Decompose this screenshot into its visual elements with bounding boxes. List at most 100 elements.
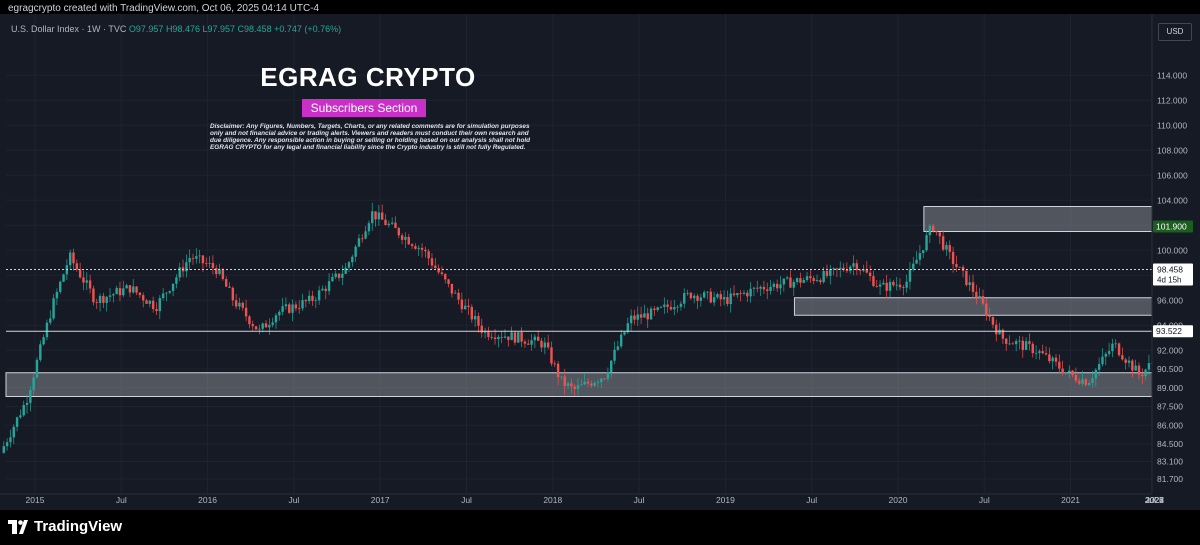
candle-body bbox=[809, 276, 812, 279]
candle-body bbox=[805, 276, 809, 280]
candle-body bbox=[165, 292, 168, 294]
candle-body bbox=[852, 263, 855, 267]
candle-body bbox=[135, 286, 138, 293]
candle-body bbox=[414, 246, 417, 249]
candle-body bbox=[799, 278, 802, 283]
price-tag-last: 98.458 bbox=[1157, 265, 1183, 275]
candle-body bbox=[1005, 338, 1008, 344]
candle-body bbox=[613, 349, 616, 361]
candle-body bbox=[756, 287, 759, 289]
candle-body bbox=[961, 266, 965, 271]
symbol-info[interactable]: U.S. Dollar Index · 1W · TVC O97.957 H98… bbox=[11, 24, 341, 34]
candle-body bbox=[15, 417, 19, 427]
candle-body bbox=[251, 324, 254, 327]
candle-body bbox=[656, 307, 659, 311]
candle-body bbox=[563, 376, 566, 386]
candle-body bbox=[155, 308, 158, 312]
candle-body bbox=[1124, 359, 1127, 363]
candle-body bbox=[736, 293, 739, 296]
candle-body bbox=[958, 266, 961, 268]
candle-body bbox=[444, 274, 447, 280]
candle-body bbox=[224, 279, 228, 287]
candle-body bbox=[142, 295, 145, 301]
x-tick-label: 2019 bbox=[716, 495, 735, 505]
tradingview-logo-text: TradingView bbox=[34, 518, 123, 535]
candle-body bbox=[463, 305, 467, 310]
candle-body bbox=[825, 271, 829, 276]
candle-body bbox=[955, 264, 958, 267]
candle-body bbox=[576, 385, 580, 389]
candle-body bbox=[218, 269, 221, 275]
candle-body bbox=[420, 247, 424, 250]
candle-body bbox=[550, 347, 553, 364]
candle-body bbox=[208, 262, 211, 264]
candle-body bbox=[151, 300, 155, 309]
candle-body bbox=[1087, 383, 1091, 386]
y-tick-label: 86.000 bbox=[1157, 420, 1183, 430]
candle-body bbox=[546, 342, 550, 348]
candle-body bbox=[337, 273, 341, 278]
candle-body bbox=[898, 284, 902, 288]
price-axis[interactable]: 81.700 83.100 84.500 86.000 87.500 89.000 90.5… bbox=[1151, 14, 1200, 510]
candle-body bbox=[845, 269, 849, 272]
candle-body bbox=[795, 278, 799, 282]
candle-body bbox=[185, 262, 188, 272]
candle-body bbox=[692, 295, 696, 299]
candle-body bbox=[759, 286, 762, 289]
candle-body bbox=[1024, 341, 1028, 350]
candle-body bbox=[849, 266, 852, 272]
time-axis[interactable]: 2015 Jul 2016 Jul 2017 Jul 2018 Jul 2019 Jul 2020 J… bbox=[0, 493, 1200, 510]
candle-body bbox=[629, 315, 633, 324]
candle-body bbox=[998, 329, 1001, 335]
candle-body bbox=[22, 404, 25, 416]
zone-lower-support-zone bbox=[5, 372, 1153, 397]
y-tick-label: 106.000 bbox=[1157, 170, 1188, 180]
candle-body bbox=[427, 251, 430, 259]
candle-body bbox=[1064, 372, 1068, 374]
disclaimer-text: Disclaimer: Any Figures, Numbers, Target… bbox=[210, 123, 531, 152]
candle-body bbox=[945, 245, 948, 250]
tradingview-logo[interactable]: TradingView bbox=[8, 518, 122, 535]
candle-body bbox=[779, 284, 782, 289]
candle-body bbox=[1147, 363, 1151, 370]
candle-body bbox=[981, 296, 985, 304]
candle-body bbox=[1141, 374, 1144, 377]
candle-body bbox=[344, 267, 347, 274]
candle-body bbox=[367, 223, 371, 232]
candle-body bbox=[633, 315, 636, 320]
y-tick-label: 81.700 bbox=[1157, 474, 1183, 484]
candle-body bbox=[307, 295, 311, 302]
chart-svg[interactable]: 81.700 83.100 84.500 86.000 87.500 89.000 90.5… bbox=[0, 14, 1200, 510]
candle-body bbox=[1031, 343, 1034, 354]
candle-body bbox=[699, 297, 703, 301]
chart-pane[interactable]: 81.700 83.100 84.500 86.000 87.500 89.000 90.5… bbox=[0, 14, 1200, 510]
candle-body bbox=[819, 280, 822, 283]
candle-body bbox=[1104, 353, 1107, 357]
candle-body bbox=[417, 247, 420, 249]
candle-body bbox=[995, 324, 998, 335]
candle-body bbox=[905, 281, 908, 288]
candle-body bbox=[477, 315, 480, 326]
candle-body bbox=[842, 267, 845, 270]
y-tick-label: 104.000 bbox=[1157, 195, 1188, 205]
tradingview-logo-icon bbox=[8, 519, 28, 534]
candle-body bbox=[19, 415, 22, 418]
candle-body bbox=[520, 332, 523, 342]
candle-body bbox=[1044, 353, 1048, 355]
ohlc-open: O97.957 bbox=[128, 24, 164, 34]
candle-body bbox=[25, 402, 29, 405]
candle-body bbox=[1074, 374, 1078, 381]
candle-body bbox=[384, 219, 387, 225]
currency-button[interactable]: USD bbox=[1158, 23, 1192, 41]
candle-body bbox=[938, 232, 942, 237]
candle-body bbox=[912, 263, 915, 270]
candle-body bbox=[467, 305, 470, 307]
candle-body bbox=[988, 315, 991, 318]
candle-body bbox=[75, 263, 79, 270]
candle-body bbox=[1117, 343, 1121, 356]
y-tick-label: 108.000 bbox=[1157, 145, 1188, 155]
candle-body bbox=[72, 252, 75, 264]
candle-body bbox=[689, 292, 693, 299]
symbol-name[interactable]: U.S. Dollar Index · 1W · TVC bbox=[11, 24, 127, 34]
